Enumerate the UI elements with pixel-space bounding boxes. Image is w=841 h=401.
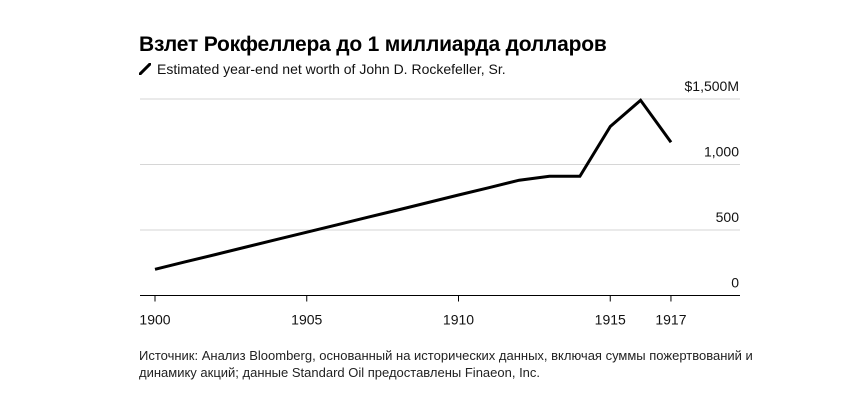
- y-tick-label: 500: [716, 209, 740, 225]
- x-tick-label: 1910: [443, 312, 474, 328]
- y-tick-label: 0: [731, 275, 739, 291]
- y-tick-label: $1,500M: [685, 78, 739, 94]
- source-note: Источник: Анализ Bloomberg, основанный н…: [139, 348, 753, 380]
- chart-title: Взлет Рокфеллера до 1 миллиарда долларов: [139, 33, 607, 56]
- x-tick-label: 1900: [139, 312, 170, 328]
- legend-label: Estimated year-end net worth of John D. …: [157, 61, 506, 77]
- x-tick-label: 1905: [291, 312, 322, 328]
- series-line: [154, 98, 673, 271]
- y-tick-label: 1,000: [704, 144, 739, 160]
- line-legend-icon: [139, 63, 151, 75]
- x-tick-label: 1915: [595, 312, 626, 328]
- x-tick-label: 1917: [655, 312, 686, 328]
- legend: Estimated year-end net worth of John D. …: [139, 61, 506, 77]
